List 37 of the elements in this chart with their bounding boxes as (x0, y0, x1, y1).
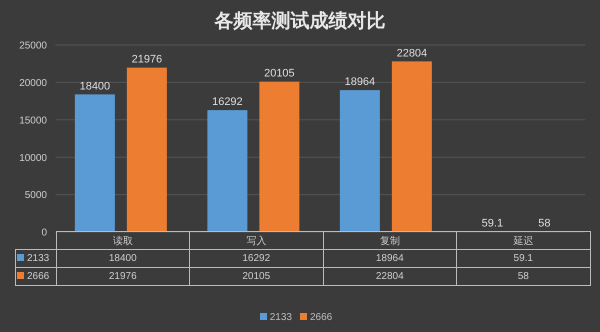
y-tick-label: 5000 (24, 190, 48, 202)
x-tick-label: 延迟 (456, 232, 590, 250)
y-tick-label: 0 (41, 228, 48, 239)
chart-title: 各频率测试成绩对比 (213, 10, 386, 34)
data-label: 20105 (190, 268, 323, 286)
data-label: 59.1 (456, 250, 590, 268)
annotation: 16292 (212, 96, 243, 108)
data-label: 58 (456, 268, 590, 286)
data-label: 21976 (56, 268, 190, 286)
y-tick-label: 20000 (19, 78, 48, 89)
x-tick-label: 读取 (56, 232, 190, 250)
bar (126, 68, 167, 232)
annotation: 59.1 (482, 218, 504, 230)
annotation: 18964 (344, 76, 376, 88)
data-label: 16292 (190, 250, 323, 268)
bar (340, 90, 380, 232)
annotation: 18400 (80, 80, 110, 92)
x-tick-label: 写入 (190, 232, 323, 250)
y-tick-label: 25000 (19, 40, 48, 52)
data-label: 18400 (56, 250, 190, 268)
y-tick-label: 15000 (19, 115, 48, 126)
text: 2666 (27, 271, 50, 282)
bar (259, 82, 300, 232)
annotation: 58 (538, 218, 550, 230)
text: 2133 (270, 312, 292, 323)
legend-label: 2133 (16, 250, 56, 268)
data-label: 22804 (323, 268, 456, 286)
bar (207, 110, 248, 232)
annotation: 20105 (264, 68, 295, 80)
data-label: 18964 (323, 250, 456, 268)
annotation: 22804 (396, 47, 428, 60)
bar (392, 61, 432, 232)
y-tick-label: 10000 (19, 152, 48, 164)
x-tick-label: 复制 (323, 232, 456, 250)
annotation: 21976 (132, 54, 162, 66)
legend-label: 2666 (309, 312, 332, 323)
bar (74, 94, 115, 232)
